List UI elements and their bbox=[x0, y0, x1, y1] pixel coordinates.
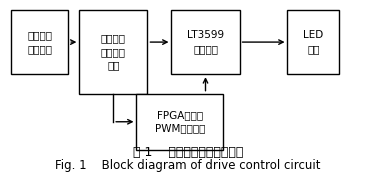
Bar bbox=[288, 10, 339, 74]
Text: FPGA可编程
PWM调控模块: FPGA可编程 PWM调控模块 bbox=[155, 110, 205, 133]
Text: 外部单路
电源输入: 外部单路 电源输入 bbox=[27, 31, 52, 54]
Text: Fig. 1    Block diagram of drive control circuit: Fig. 1 Block diagram of drive control ci… bbox=[55, 159, 321, 172]
Bar bbox=[79, 10, 147, 94]
Bar bbox=[136, 94, 223, 150]
Bar bbox=[171, 10, 240, 74]
Text: LED
灯组: LED 灯组 bbox=[303, 31, 323, 54]
Text: 图 1    驱动控制电路系统框图: 图 1 驱动控制电路系统框图 bbox=[133, 146, 243, 159]
Bar bbox=[11, 10, 68, 74]
Text: LT3599
控制模块: LT3599 控制模块 bbox=[187, 31, 224, 54]
Text: 转换输出
多路电源
模块: 转换输出 多路电源 模块 bbox=[101, 33, 126, 70]
